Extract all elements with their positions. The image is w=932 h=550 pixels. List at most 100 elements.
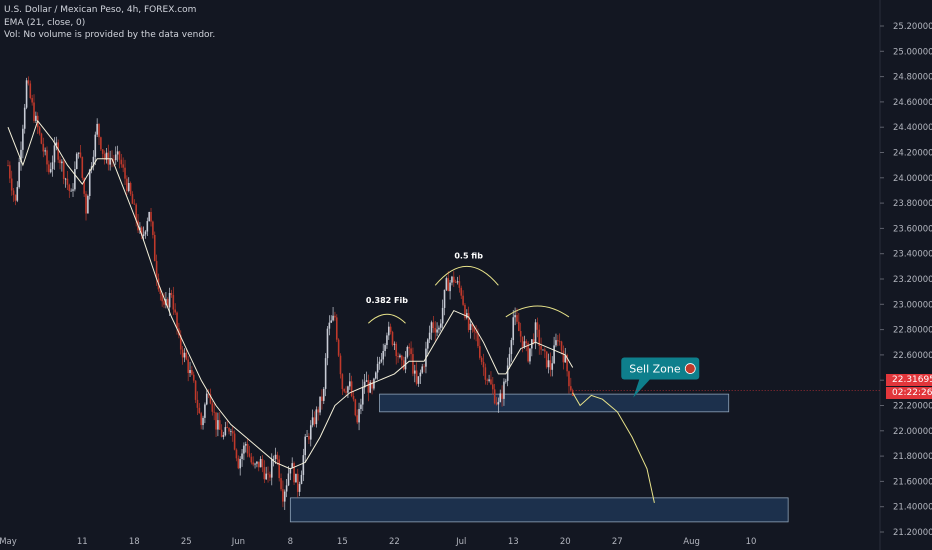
candle-body — [9, 165, 11, 179]
candle-body — [400, 355, 403, 361]
candle-body — [239, 459, 241, 469]
candle-body — [391, 331, 394, 345]
candle-body — [547, 360, 550, 368]
candle-body — [183, 352, 186, 358]
candle-body — [261, 459, 264, 468]
candle-body — [436, 329, 438, 333]
candle-body — [309, 425, 312, 440]
candle-body — [321, 396, 323, 401]
candle-body — [283, 491, 286, 502]
candle-body — [124, 167, 126, 179]
candle-body — [443, 289, 446, 308]
candle-body — [218, 420, 221, 430]
y-tick-label: 23.80000 — [893, 199, 932, 209]
candle-body — [545, 351, 548, 368]
candle-body — [363, 381, 366, 388]
candle-body — [176, 312, 178, 329]
candle-body — [211, 403, 214, 412]
candle-body — [384, 345, 386, 351]
x-tick-label: 27 — [612, 537, 623, 547]
ema-line — [7, 119, 574, 470]
candle-body — [532, 339, 535, 343]
candle-body — [518, 321, 520, 332]
candle-body — [454, 282, 457, 283]
candle-body — [22, 128, 24, 150]
y-tick-label: 21.80000 — [893, 452, 932, 462]
x-tick-label: 25 — [181, 537, 192, 547]
y-tick-label: 24.60000 — [893, 98, 932, 108]
sell-zone-label: Sell Zone — [629, 363, 681, 376]
y-tick-label: 24.20000 — [893, 149, 932, 159]
candle-body — [263, 467, 266, 480]
y-tick-label: 24.00000 — [893, 174, 932, 184]
candle-body — [252, 462, 254, 465]
candle-body — [356, 415, 359, 423]
fib-382-label: 0.382 Fib — [366, 296, 408, 305]
candle-body — [410, 348, 412, 355]
candle-body — [153, 234, 156, 262]
candle-body — [555, 340, 557, 346]
candle-body — [322, 388, 325, 401]
candle-body — [126, 178, 128, 191]
candle-body — [549, 360, 552, 370]
candle-body — [204, 404, 206, 418]
candle-body — [61, 161, 63, 164]
candle-body — [109, 158, 111, 165]
ema-legend[interactable]: EMA (21, close, 0) — [4, 18, 86, 28]
y-tick-label: 25.00000 — [893, 47, 932, 57]
candle-body — [66, 178, 69, 185]
candle-body — [430, 322, 433, 333]
candle-body — [330, 320, 333, 323]
candle-body — [18, 162, 20, 188]
candle-body — [300, 474, 303, 485]
candle-body — [113, 159, 115, 161]
candle-body — [57, 142, 59, 160]
chart-title: U.S. Dollar / Mexican Peso, 4h, FOREX.co… — [4, 5, 197, 15]
candle-body — [70, 190, 72, 192]
candle-body — [72, 189, 74, 191]
target-zone-box — [289, 497, 789, 523]
candle-body — [350, 381, 353, 396]
candle-body — [337, 339, 340, 356]
candle-body — [542, 349, 544, 351]
candle-body — [473, 326, 476, 332]
candle-body — [529, 348, 531, 362]
sell-zone-icon — [684, 363, 696, 374]
candle-body — [492, 384, 494, 390]
candle-body — [100, 137, 102, 150]
candle-body — [237, 458, 240, 469]
candle-body — [12, 190, 15, 195]
candle-body — [369, 382, 372, 393]
candle-body — [270, 459, 273, 478]
candle-body — [79, 152, 82, 157]
candle-body — [367, 380, 370, 393]
candle-body — [105, 152, 108, 160]
candle-body — [562, 350, 565, 363]
candle-body — [462, 295, 464, 305]
candle-body — [64, 178, 67, 180]
candle-body — [215, 412, 217, 430]
y-tick-label: 22.60000 — [893, 351, 932, 361]
candle-body — [53, 145, 56, 163]
x-tick-label: May — [0, 537, 17, 547]
candle-body — [397, 356, 399, 358]
x-tick-label: 15 — [337, 537, 348, 547]
x-tick-label: Jun — [231, 537, 245, 547]
candle-body — [127, 183, 130, 191]
candle-body — [486, 379, 489, 381]
x-tick-label: 18 — [129, 537, 140, 547]
candle-body — [209, 394, 212, 404]
candle-body — [278, 459, 280, 479]
candle-body — [170, 292, 173, 296]
candle-body — [85, 193, 87, 214]
candle-body — [453, 276, 455, 283]
candle-body — [38, 127, 41, 134]
candle-body — [181, 349, 184, 358]
candle-body — [129, 183, 132, 195]
candle-body — [347, 386, 349, 393]
candle-body — [231, 431, 234, 434]
candle-body — [341, 374, 344, 389]
candle-body — [389, 326, 392, 332]
